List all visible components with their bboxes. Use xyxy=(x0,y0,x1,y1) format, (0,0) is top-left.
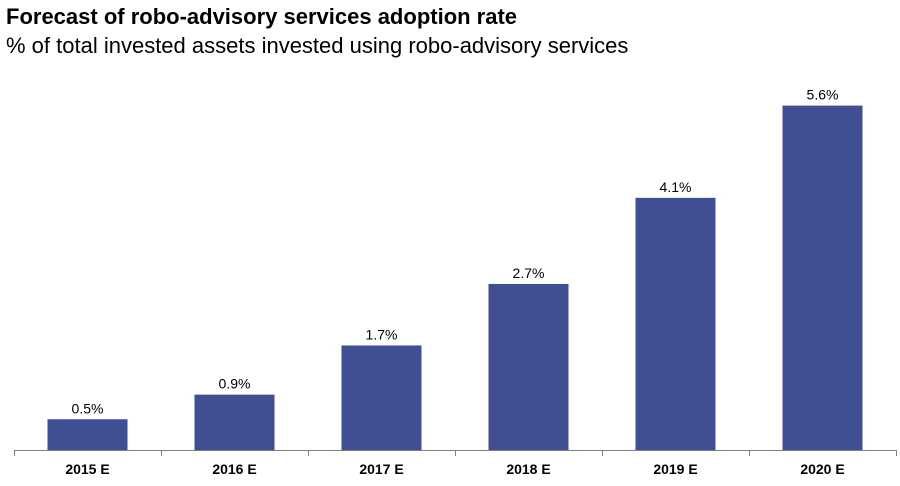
chart-subtitle: % of total invested assets invested usin… xyxy=(6,33,629,58)
x-tick-label: 2016 E xyxy=(212,461,256,477)
bar-2017-e xyxy=(341,345,422,450)
x-axis-ticks xyxy=(14,450,897,456)
x-tick-label: 2017 E xyxy=(359,461,403,477)
chart-title: Forecast of robo-advisory services adopt… xyxy=(6,4,518,29)
bars-layer xyxy=(47,105,863,450)
x-axis-tick-labels: 2015 E 2016 E 2017 E 2018 E 2019 E 2020 E xyxy=(65,461,844,477)
bar-2019-e xyxy=(635,197,716,450)
bar-2018-e xyxy=(488,283,569,450)
x-tick-label: 2019 E xyxy=(653,461,697,477)
data-label: 4.1% xyxy=(660,179,692,195)
x-tick-label: 2020 E xyxy=(800,461,844,477)
bar-2016-e xyxy=(194,394,275,450)
data-label: 0.5% xyxy=(72,400,104,416)
x-tick-label: 2015 E xyxy=(65,461,109,477)
x-tick-label: 2018 E xyxy=(506,461,550,477)
data-label: 2.7% xyxy=(513,265,545,281)
data-label: 1.7% xyxy=(366,326,398,342)
data-label: 5.6% xyxy=(807,87,839,103)
bar-2020-e xyxy=(782,105,863,450)
data-labels-layer: 0.5% 0.9% 1.7% 2.7% 4.1% 5.6% xyxy=(72,87,839,417)
bar-2015-e xyxy=(47,419,128,450)
data-label: 0.9% xyxy=(219,376,251,392)
